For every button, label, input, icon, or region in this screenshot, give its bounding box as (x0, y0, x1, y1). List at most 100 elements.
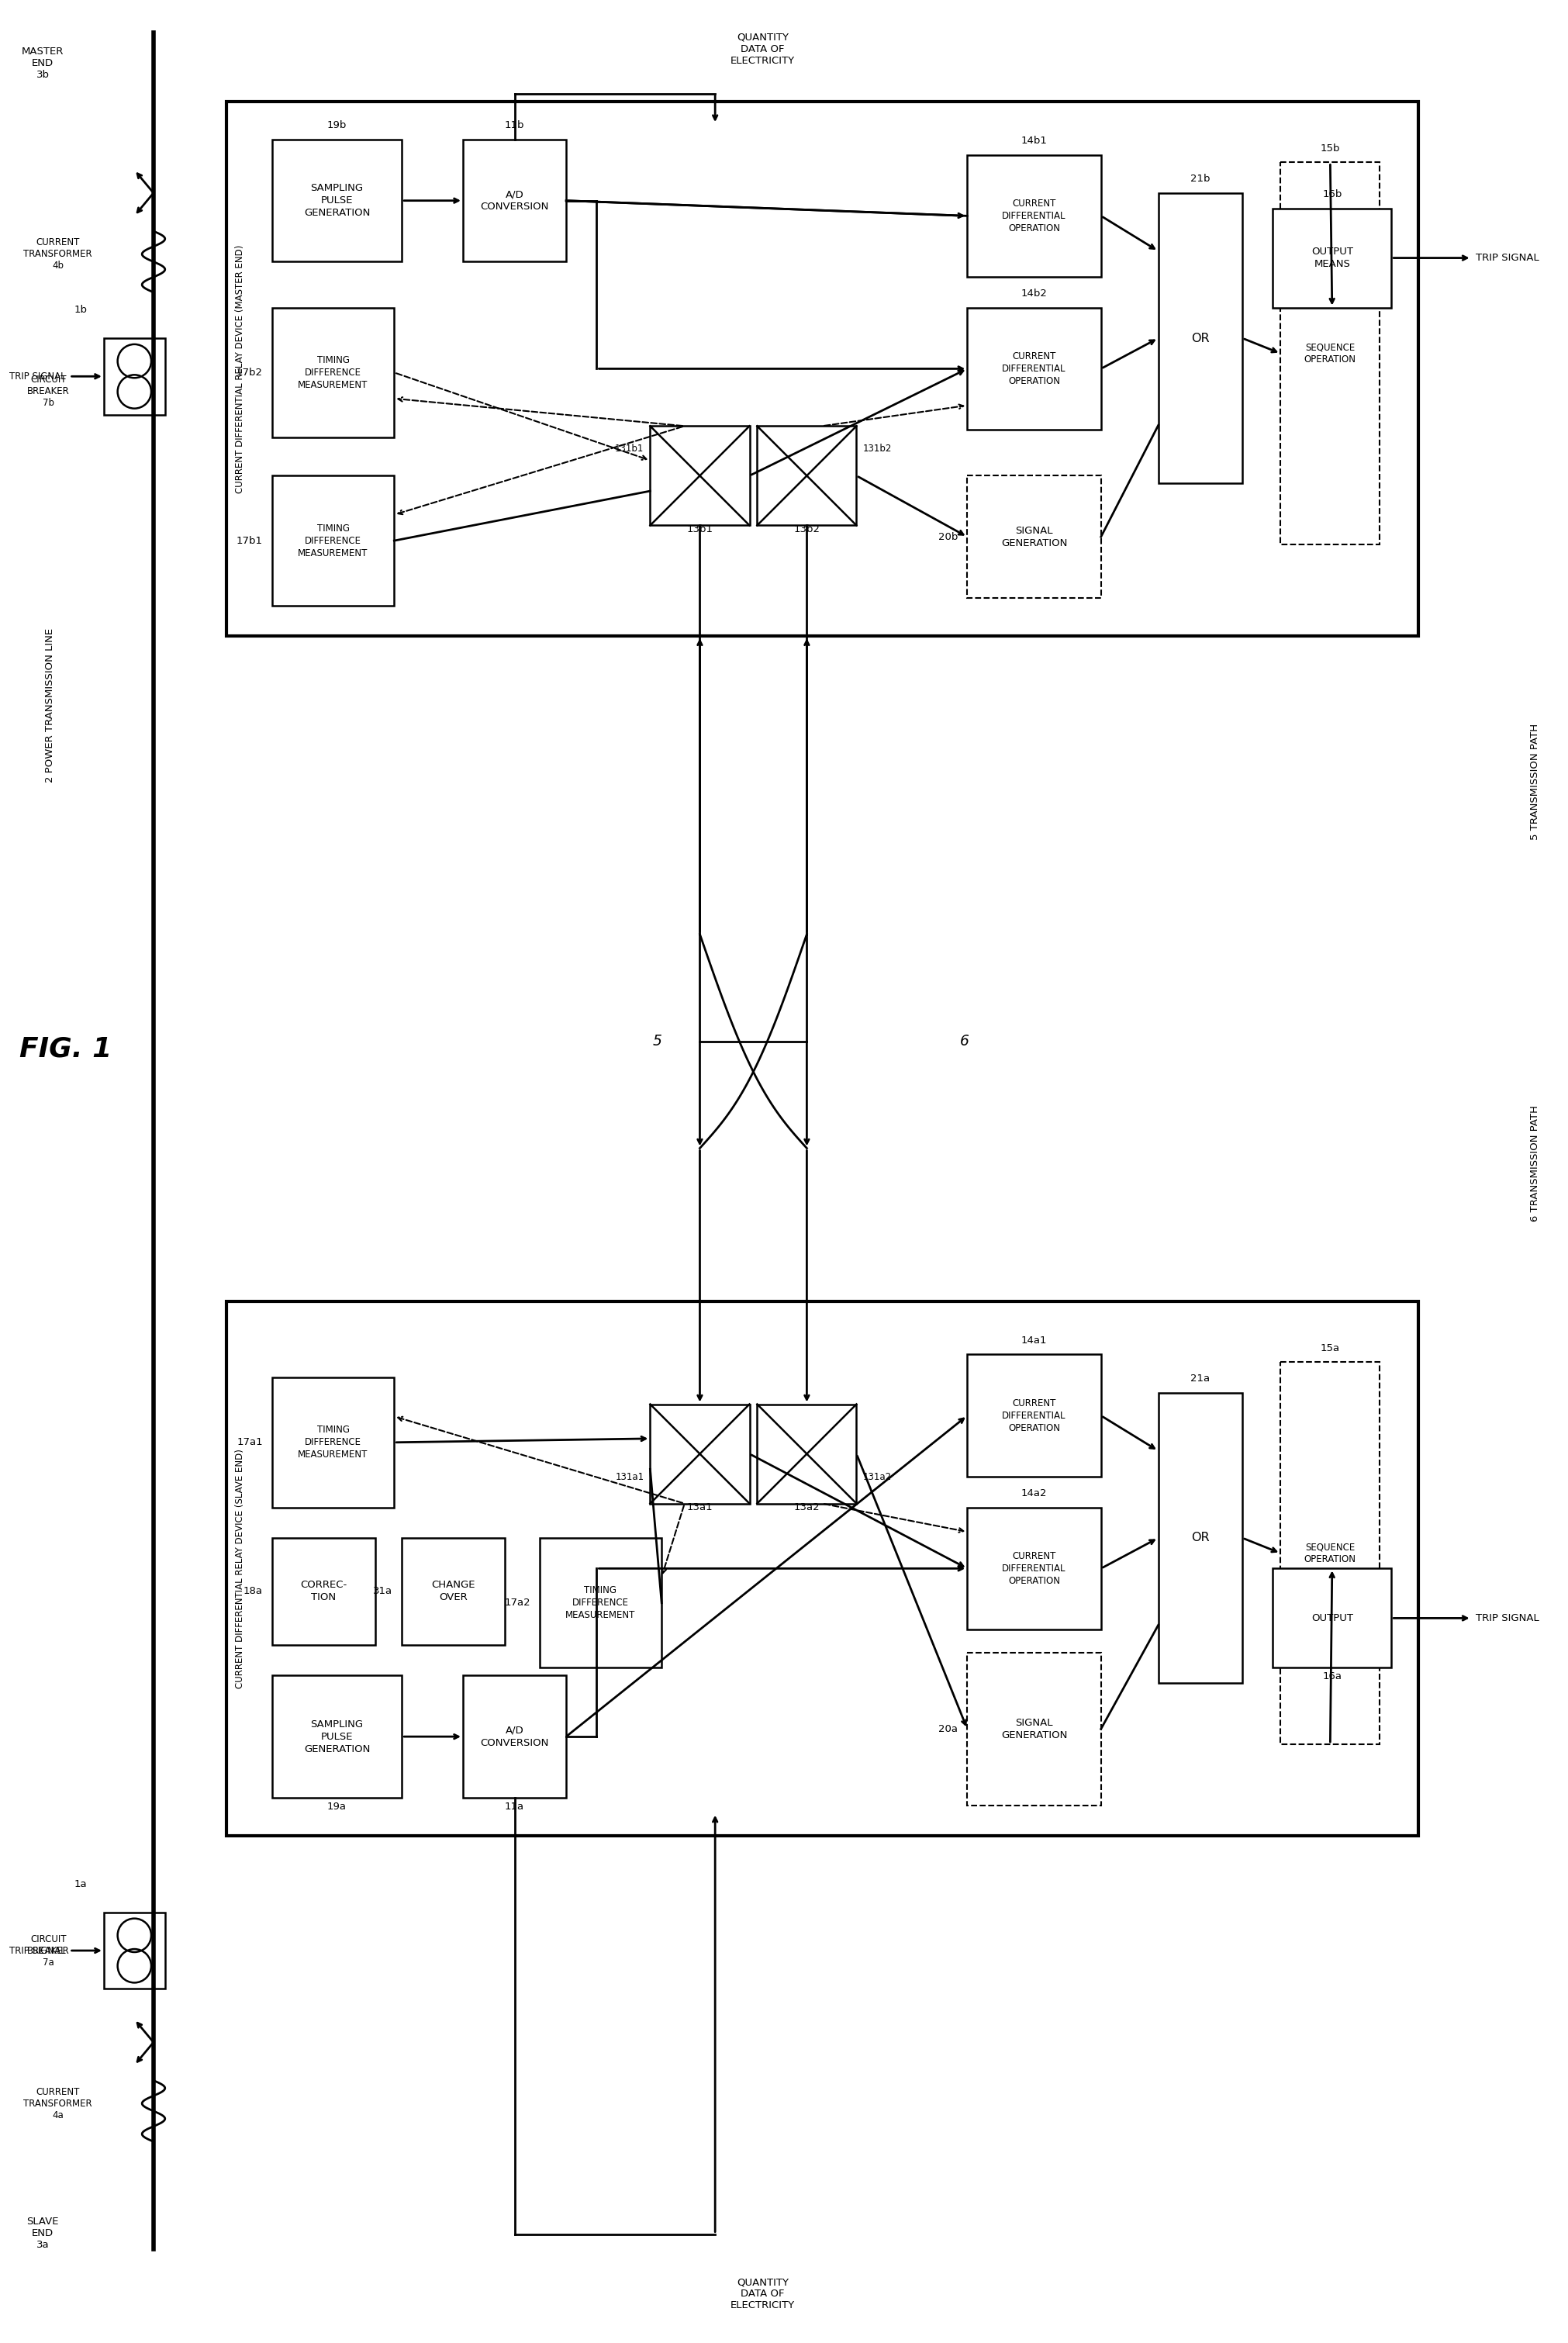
Text: CURRENT
DIFFERENTIAL
OPERATION: CURRENT DIFFERENTIAL OPERATION (1002, 351, 1066, 387)
Text: CURRENT
DIFFERENTIAL
OPERATION: CURRENT DIFFERENTIAL OPERATION (1002, 199, 1066, 234)
Text: CORREC-
TION: CORREC- TION (299, 1579, 347, 1603)
Text: CURRENT DIFFERENTIAL RELAY DEVICE (MASTER END): CURRENT DIFFERENTIAL RELAY DEVICE (MASTE… (235, 244, 245, 492)
Text: 14b2: 14b2 (1021, 288, 1047, 298)
Text: 18a: 18a (243, 1586, 263, 1596)
Text: 21a: 21a (1190, 1373, 1210, 1385)
Bar (271, 1378, 394, 1507)
Text: 20a: 20a (939, 1724, 958, 1734)
Text: 131b1: 131b1 (615, 443, 644, 455)
Text: SAMPLING
PULSE
GENERATION: SAMPLING PULSE GENERATION (304, 1720, 370, 1755)
Text: 5 TRANSMISSION PATH: 5 TRANSMISSION PATH (1530, 724, 1540, 839)
Text: 13a2: 13a2 (793, 1502, 820, 1514)
Text: SEQUENCE
OPERATION: SEQUENCE OPERATION (1305, 342, 1356, 366)
Bar (967, 1354, 1101, 1476)
Text: TIMING
DIFFERENCE
MEASUREMENT: TIMING DIFFERENCE MEASUREMENT (298, 522, 368, 558)
Text: CHANGE
OVER: CHANGE OVER (431, 1579, 475, 1603)
Text: 131b2: 131b2 (862, 443, 892, 455)
Text: SLAVE
END
3a: SLAVE END 3a (27, 2216, 60, 2249)
Text: 14b1: 14b1 (1021, 136, 1047, 145)
Bar (757, 1403, 856, 1504)
Bar (1273, 1567, 1391, 1668)
Text: TIMING
DIFFERENCE
MEASUREMENT: TIMING DIFFERENCE MEASUREMENT (298, 356, 368, 389)
Bar (1281, 162, 1380, 544)
Text: OR: OR (1192, 333, 1209, 344)
Text: CURRENT DIFFERENTIAL RELAY DEVICE (SLAVE END): CURRENT DIFFERENTIAL RELAY DEVICE (SLAVE… (235, 1448, 245, 1689)
Text: 21b: 21b (1190, 173, 1210, 183)
Text: 1b: 1b (74, 305, 88, 316)
Bar (967, 1507, 1101, 1631)
Text: 6 TRANSMISSION PATH: 6 TRANSMISSION PATH (1530, 1106, 1540, 1221)
Text: A/D
CONVERSION: A/D CONVERSION (480, 1724, 549, 1748)
Text: 16b: 16b (1322, 190, 1342, 199)
Bar (271, 1675, 401, 1797)
Bar (463, 1675, 566, 1797)
Bar (271, 307, 394, 438)
Text: 13b1: 13b1 (687, 525, 713, 534)
Text: MASTER
END
3b: MASTER END 3b (22, 47, 64, 80)
Bar (1273, 209, 1391, 307)
Text: 16a: 16a (1322, 1671, 1342, 1682)
Text: 20b: 20b (938, 532, 958, 541)
Text: TRIP SIGNAL: TRIP SIGNAL (1475, 253, 1538, 262)
Text: FIG. 1: FIG. 1 (19, 1036, 111, 1061)
Text: 131a1: 131a1 (615, 1471, 644, 1481)
Text: CURRENT
TRANSFORMER
4b: CURRENT TRANSFORMER 4b (24, 237, 93, 272)
Bar (967, 155, 1101, 276)
Text: OUTPUT
MEANS: OUTPUT MEANS (1311, 246, 1353, 269)
Bar (271, 141, 401, 262)
Text: 15a: 15a (1320, 1343, 1341, 1352)
Text: TRIP SIGNAL: TRIP SIGNAL (9, 1945, 66, 1956)
Bar (103, 1912, 165, 1989)
Text: CURRENT
TRANSFORMER
4a: CURRENT TRANSFORMER 4a (24, 2088, 93, 2120)
Text: SEQUENCE
OPERATION: SEQUENCE OPERATION (1305, 1542, 1356, 1565)
Text: 31a: 31a (373, 1586, 392, 1596)
Text: CURRENT
DIFFERENTIAL
OPERATION: CURRENT DIFFERENTIAL OPERATION (1002, 1551, 1066, 1586)
Text: A/D
CONVERSION: A/D CONVERSION (480, 190, 549, 211)
Bar (757, 426, 856, 525)
Bar (103, 337, 165, 415)
Text: CIRCUIT
BREAKER
7a: CIRCUIT BREAKER 7a (27, 1933, 69, 1968)
Bar (651, 426, 750, 525)
Text: 14a2: 14a2 (1021, 1488, 1047, 1497)
Bar (1159, 1392, 1242, 1682)
Text: OR: OR (1192, 1532, 1209, 1544)
Text: TRIP SIGNAL: TRIP SIGNAL (1475, 1612, 1538, 1624)
Bar (271, 1537, 375, 1645)
Text: 17b2: 17b2 (237, 368, 263, 377)
Text: 131a2: 131a2 (862, 1471, 891, 1481)
Bar (967, 307, 1101, 429)
Text: 19a: 19a (328, 1802, 347, 1811)
Bar (271, 476, 394, 604)
Text: TIMING
DIFFERENCE
MEASUREMENT: TIMING DIFFERENCE MEASUREMENT (566, 1586, 635, 1621)
Text: QUANTITY
DATA OF
ELECTRICITY: QUANTITY DATA OF ELECTRICITY (731, 2277, 795, 2310)
Text: 2 POWER TRANSMISSION LINE: 2 POWER TRANSMISSION LINE (45, 628, 55, 783)
Text: 17a2: 17a2 (505, 1598, 530, 1607)
Text: SAMPLING
PULSE
GENERATION: SAMPLING PULSE GENERATION (304, 183, 370, 218)
Bar (1159, 192, 1242, 483)
Bar (651, 1403, 750, 1504)
Text: 11a: 11a (505, 1802, 524, 1811)
Text: 13a1: 13a1 (687, 1502, 713, 1514)
Text: CURRENT
DIFFERENTIAL
OPERATION: CURRENT DIFFERENTIAL OPERATION (1002, 1399, 1066, 1434)
Bar (967, 476, 1101, 597)
Text: OUTPUT: OUTPUT (1311, 1612, 1353, 1624)
Text: 11b: 11b (505, 119, 524, 131)
Bar (463, 141, 566, 262)
Bar (539, 1537, 662, 1668)
Bar (226, 1300, 1417, 1837)
Text: 17b1: 17b1 (237, 537, 263, 546)
Text: 19b: 19b (328, 119, 347, 131)
Text: CIRCUIT
BREAKER
7b: CIRCUIT BREAKER 7b (27, 375, 69, 408)
Text: 15b: 15b (1320, 143, 1341, 152)
Bar (1281, 1361, 1380, 1743)
Text: 5: 5 (652, 1033, 662, 1050)
Text: 1a: 1a (75, 1879, 88, 1888)
Text: QUANTITY
DATA OF
ELECTRICITY: QUANTITY DATA OF ELECTRICITY (731, 33, 795, 66)
Text: 13b2: 13b2 (793, 525, 820, 534)
Text: SIGNAL
GENERATION: SIGNAL GENERATION (1000, 525, 1068, 548)
Text: 17a1: 17a1 (237, 1436, 263, 1448)
Bar (967, 1652, 1101, 1806)
Text: 14a1: 14a1 (1021, 1336, 1047, 1345)
Text: 6: 6 (960, 1033, 969, 1050)
Bar (401, 1537, 505, 1645)
